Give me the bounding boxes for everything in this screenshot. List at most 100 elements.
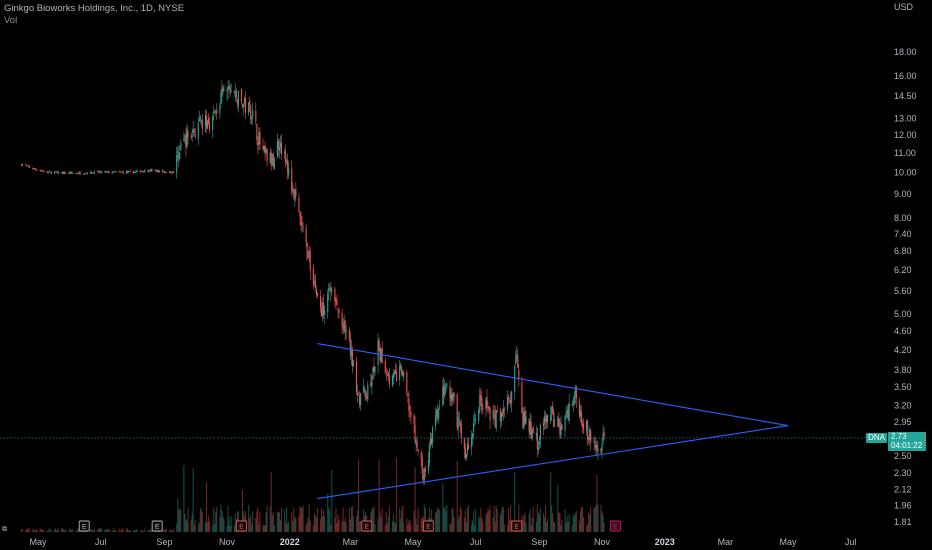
volume-bar: [543, 516, 546, 532]
volume-bar: [72, 529, 74, 532]
volume-bar: [199, 507, 201, 532]
volume-bar: [118, 528, 120, 532]
volume-bar: [493, 505, 495, 532]
volume-bar: [406, 518, 408, 532]
trendline-upper[interactable]: [317, 342, 789, 427]
volume-bar: [36, 529, 38, 532]
volume-bar: [270, 472, 272, 532]
candle-body: [444, 387, 446, 396]
volume-bar: [249, 518, 251, 532]
volume-bar: [192, 468, 194, 532]
volume-bar: [230, 516, 232, 532]
candle-body: [451, 394, 453, 401]
y-tick-label: 3.80: [894, 365, 912, 375]
y-tick-label: 2.50: [894, 451, 912, 461]
volume-bar: [143, 530, 145, 532]
candle-body: [579, 410, 582, 417]
volume-bar: [522, 519, 524, 532]
candle-body: [209, 123, 211, 130]
candle-body: [329, 288, 331, 290]
candle-body: [316, 293, 319, 296]
volume-bar: [64, 530, 66, 532]
candle-body: [140, 170, 142, 173]
candle-body: [302, 227, 304, 229]
candle-body: [164, 172, 166, 173]
candle-body: [386, 375, 388, 377]
events-toggle-icon[interactable]: ⧉: [2, 526, 7, 533]
candle-body: [227, 88, 229, 91]
bar-countdown: 04:01:22: [891, 440, 923, 450]
candle-body: [120, 171, 122, 173]
earnings-events[interactable]: ⧉ E E E E E E E: [2, 520, 621, 533]
volume-bar: [234, 513, 236, 532]
candle-body: [371, 375, 373, 387]
volume-bar: [393, 521, 396, 532]
candle-body: [150, 169, 152, 172]
volume-bar: [338, 520, 340, 532]
volume-bar: [464, 509, 466, 532]
volume-bar: [221, 510, 223, 532]
candle-body: [323, 302, 325, 315]
candle-body: [600, 448, 602, 454]
volume-bar: [68, 530, 70, 532]
candle-body: [427, 460, 429, 471]
time-axis[interactable]: May Jul Sep Nov 2022 Mar May Jul Sep Nov 2023 Mar Ma…: [29, 537, 856, 547]
volume-bar: [330, 524, 332, 532]
volume-bar: [169, 529, 172, 532]
volume-bar: [575, 510, 577, 532]
volume-bar: [75, 530, 77, 532]
volume-bar: [177, 498, 179, 532]
earnings-marker[interactable]: E: [78, 520, 90, 532]
earnings-marker[interactable]: E: [235, 520, 247, 532]
volume-bar: [378, 460, 380, 532]
earnings-marker[interactable]: E: [511, 520, 523, 532]
volume-bar: [322, 515, 324, 532]
price-axis[interactable]: USD 18.00 16.00 14.50 13.00 12.00 11.00 10.00 9.…: [894, 2, 917, 527]
axis-currency-label: USD: [894, 2, 914, 12]
volume-bar: [386, 523, 388, 532]
earnings-marker[interactable]: E: [422, 520, 434, 532]
earnings-marker[interactable]: E: [609, 520, 621, 532]
candle-body: [183, 138, 185, 142]
trendline-lower[interactable]: [317, 425, 789, 500]
candle-body: [488, 406, 490, 409]
candle-body: [338, 309, 340, 314]
x-tick-label: May: [779, 537, 797, 547]
candle-body: [416, 441, 418, 449]
earnings-marker[interactable]: E: [151, 520, 163, 532]
candle-body: [517, 355, 519, 368]
candle-body: [586, 420, 588, 431]
volume-bar: [256, 511, 258, 532]
candle-body: [100, 171, 102, 172]
trendlines[interactable]: [317, 342, 789, 500]
earnings-marker[interactable]: E: [361, 520, 373, 532]
volume-bar: [108, 528, 110, 532]
y-tick-label: 5.00: [894, 309, 912, 319]
candle-body: [388, 374, 390, 384]
volume-bar: [164, 529, 166, 532]
y-tick-label: 7.40: [894, 229, 912, 239]
candle-body: [581, 422, 584, 427]
volume-bar: [121, 528, 123, 532]
candle-body: [445, 385, 447, 388]
volume-bar: [309, 520, 311, 532]
volume-bar: [536, 504, 538, 532]
volume-bar: [61, 528, 63, 532]
candle-body: [330, 286, 332, 293]
candle-body: [538, 441, 540, 445]
volume-bar: [373, 506, 375, 532]
volume-bar: [28, 528, 30, 532]
candle-body: [496, 411, 498, 412]
candle-body: [77, 173, 79, 175]
volume-bar: [126, 528, 128, 532]
candle-body: [357, 394, 360, 396]
volume-bar: [532, 507, 534, 532]
volume-bar: [415, 517, 417, 532]
volume-bar: [597, 504, 599, 532]
candle-body: [178, 152, 180, 160]
volume-bar: [41, 528, 43, 532]
candle-body: [151, 169, 153, 171]
candle-body: [287, 159, 289, 173]
candle-body: [97, 171, 99, 173]
